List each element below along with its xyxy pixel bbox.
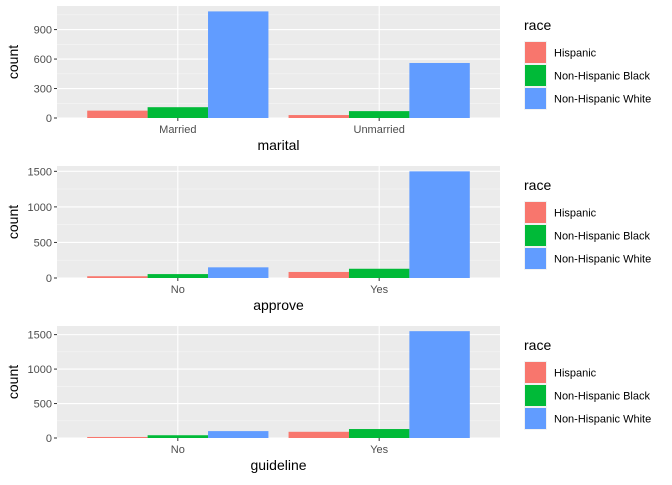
legend-title: race: [524, 17, 551, 33]
bar-non-hispanic-white-no: [208, 431, 269, 438]
legend-key-swatch: [525, 225, 546, 246]
bar-non-hispanic-black-no: [147, 274, 209, 278]
y-tick-label: 1000: [28, 364, 52, 376]
legend-label: Non-Hispanic Black: [554, 391, 650, 403]
bar-non-hispanic-white-unmarried: [409, 62, 470, 118]
legend-key-swatch: [525, 385, 546, 406]
y-tick-label: 600: [34, 54, 52, 66]
legend-title: race: [524, 337, 551, 353]
bar-non-hispanic-black-yes: [348, 429, 410, 438]
chart-panel-1: 0 300 600 900 Married Unmarried marital count ra…: [5, 6, 651, 153]
bar-hispanic-married: [87, 110, 148, 118]
bar-non-hispanic-white-no: [208, 267, 269, 278]
legend-key-swatch: [525, 362, 546, 383]
legend: race Hispanic Non-Hispanic Black Non-Hispan…: [524, 177, 651, 270]
legend-label: Hispanic: [554, 208, 597, 220]
legend-label: Non-Hispanic Black: [554, 71, 650, 83]
x-tick-label: Yes: [370, 444, 388, 456]
y-tick-label: 1500: [28, 166, 52, 178]
legend: race Hispanic Non-Hispanic Black Non-Hispan…: [524, 17, 651, 110]
chart-panel-2: 0 500 1000 1500 No Yes approve count race Hispani…: [5, 166, 651, 313]
bar-hispanic-no: [87, 436, 148, 438]
legend-title: race: [524, 177, 551, 193]
bar-non-hispanic-black-no: [147, 435, 209, 438]
legend-label: Non-Hispanic Black: [554, 231, 650, 243]
x-axis-title: marital: [257, 137, 299, 153]
x-tick-label: No: [171, 284, 185, 296]
x-axis-title: guideline: [250, 457, 306, 473]
bar-non-hispanic-black-yes: [348, 268, 410, 278]
y-axis-title: count: [5, 205, 21, 239]
chart-panel-3: 0 500 1000 1500 No Yes guideline count race Hispa…: [5, 326, 651, 473]
bar-hispanic-yes: [288, 271, 349, 278]
y-tick-label: 0: [46, 273, 52, 285]
legend-label: Non-Hispanic White: [554, 254, 651, 266]
y-tick-label: 1000: [28, 202, 52, 214]
legend-key-swatch: [525, 408, 546, 429]
y-axis-title: count: [5, 365, 21, 399]
legend-key-swatch: [525, 202, 546, 223]
x-tick-label: Yes: [370, 284, 388, 296]
bar-hispanic-no: [87, 276, 148, 278]
y-tick-label: 900: [34, 25, 52, 37]
legend: race Hispanic Non-Hispanic Black Non-Hispan…: [524, 337, 651, 430]
y-tick-label: 1500: [28, 330, 52, 342]
y-tick-label: 0: [46, 113, 52, 125]
y-tick-label: 500: [34, 399, 52, 411]
bar-non-hispanic-black-married: [147, 107, 209, 118]
x-tick-label: Unmarried: [354, 124, 405, 136]
y-axis-title: count: [5, 45, 21, 79]
legend-key-swatch: [525, 248, 546, 269]
x-tick-label: No: [171, 444, 185, 456]
bar-non-hispanic-white-yes: [409, 171, 470, 278]
bar-hispanic-unmarried: [288, 115, 349, 118]
bar-non-hispanic-black-unmarried: [348, 111, 410, 118]
bar-non-hispanic-white-married: [208, 11, 269, 118]
legend-label: Hispanic: [554, 48, 597, 60]
legend-label: Hispanic: [554, 368, 597, 380]
bar-hispanic-yes: [288, 431, 349, 438]
bar-non-hispanic-white-yes: [409, 331, 470, 438]
legend-label: Non-Hispanic White: [554, 94, 651, 106]
y-tick-label: 500: [34, 237, 52, 249]
legend-key-swatch: [525, 65, 546, 86]
legend-key-swatch: [525, 88, 546, 109]
y-tick-label: 300: [34, 84, 52, 96]
legend-key-swatch: [525, 42, 546, 63]
y-tick-label: 0: [46, 433, 52, 445]
x-tick-label: Married: [159, 124, 196, 136]
x-axis-title: approve: [253, 297, 304, 313]
legend-label: Non-Hispanic White: [554, 414, 651, 426]
